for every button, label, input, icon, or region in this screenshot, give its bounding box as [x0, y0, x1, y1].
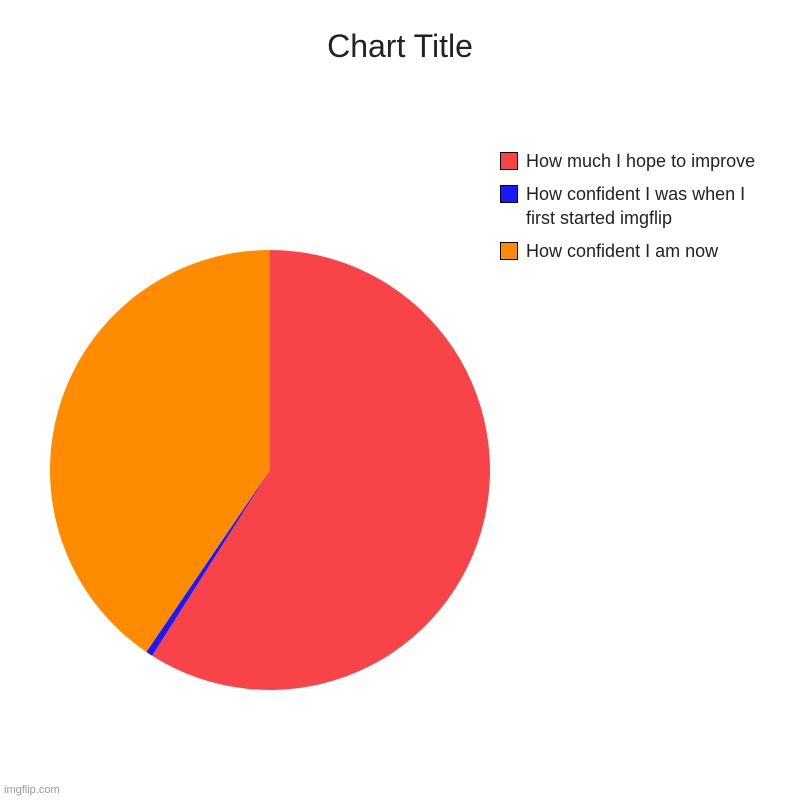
legend-label: How confident I was when I first started…	[526, 183, 760, 230]
legend-swatch	[500, 242, 518, 260]
legend-swatch	[500, 185, 518, 203]
pie-svg	[50, 250, 490, 690]
watermark: imgflip.com	[4, 784, 60, 796]
chart-area: How much I hope to improve How confident …	[0, 120, 800, 780]
legend-item: How confident I was when I first started…	[500, 183, 760, 230]
chart-title: Chart Title	[0, 0, 800, 65]
legend-item: How confident I am now	[500, 240, 760, 263]
legend: How much I hope to improve How confident …	[500, 150, 760, 274]
legend-item: How much I hope to improve	[500, 150, 760, 173]
legend-label: How much I hope to improve	[526, 150, 755, 173]
pie-chart	[50, 250, 490, 690]
legend-label: How confident I am now	[526, 240, 718, 263]
legend-swatch	[500, 152, 518, 170]
